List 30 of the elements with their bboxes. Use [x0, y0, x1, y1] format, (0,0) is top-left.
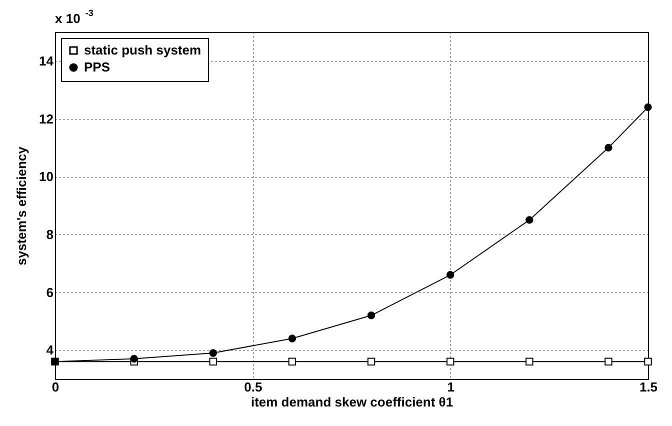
point	[526, 358, 534, 366]
point	[288, 334, 296, 342]
y-tick-label: 10	[39, 169, 54, 184]
y-tick-label: 4	[46, 342, 54, 358]
y-tick-label: 6	[46, 284, 54, 300]
y-tick-label: 12	[39, 111, 54, 126]
point	[367, 312, 376, 320]
point	[644, 358, 652, 366]
y-tick-label: 14	[39, 53, 54, 68]
point	[526, 216, 534, 224]
x-tick-label: 1	[447, 380, 454, 394]
point	[644, 103, 652, 112]
point	[209, 349, 217, 357]
point	[446, 358, 454, 366]
point	[604, 358, 612, 366]
x-tick-label: 1.5	[639, 380, 658, 394]
point	[446, 271, 454, 279]
text: x 10-3	[55, 8, 94, 26]
x-axis-title: item demand skew coefficient θ1	[250, 394, 454, 410]
y-tick-label: 8	[46, 226, 54, 242]
point	[288, 358, 296, 366]
legend-label: static push system	[84, 42, 202, 58]
x-tick-label: 0	[52, 380, 60, 394]
point	[130, 354, 138, 363]
x-tick-label: 0.5	[244, 380, 262, 394]
point	[209, 358, 217, 366]
point	[604, 144, 612, 152]
legend-label: PPS	[84, 60, 110, 74]
y-axis-title: system's efficiency	[14, 146, 30, 266]
point	[367, 358, 376, 366]
